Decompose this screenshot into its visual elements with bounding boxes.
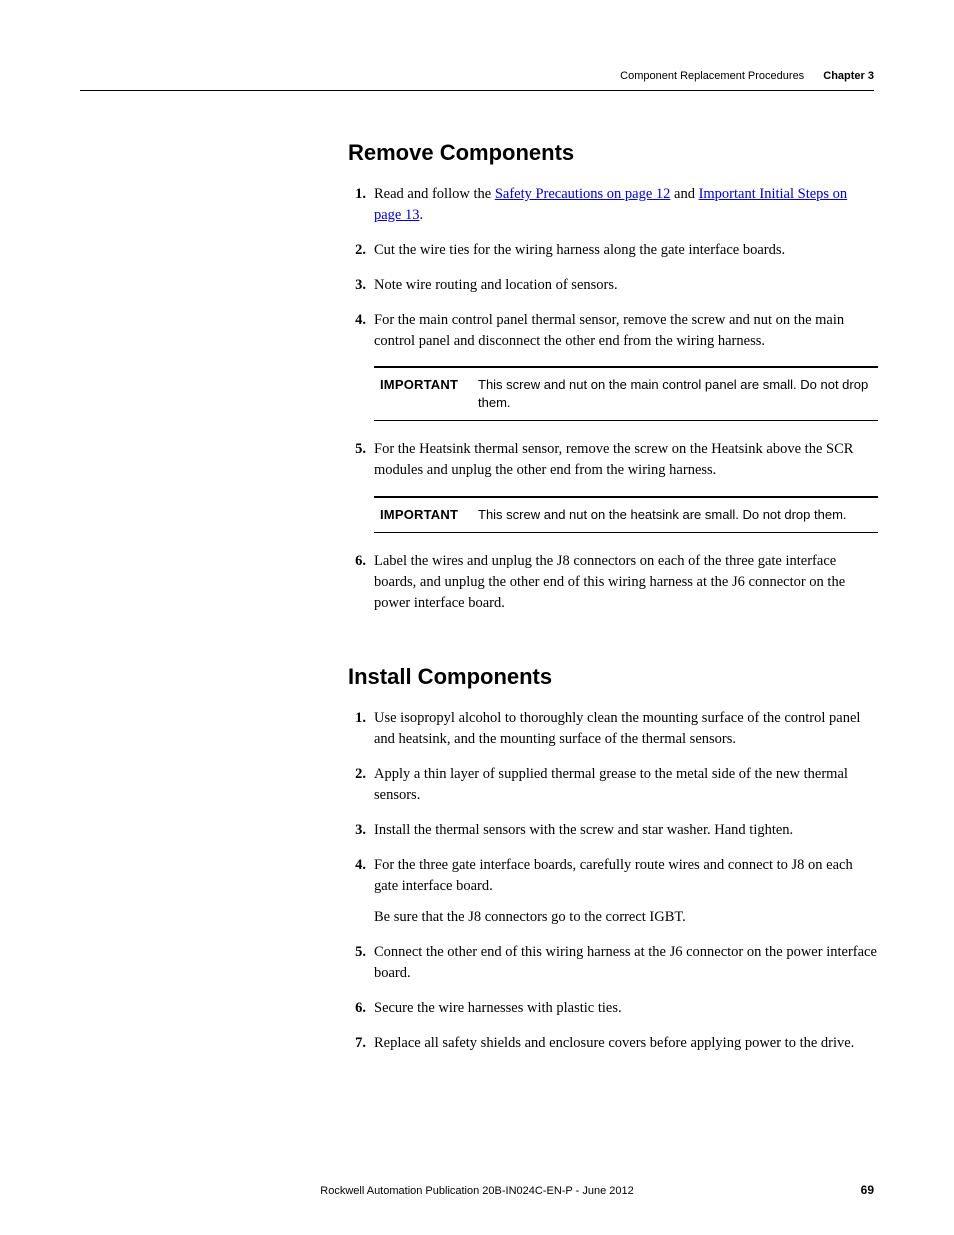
- item-number: 5.: [348, 439, 374, 481]
- list-item: 7. Replace all safety shields and enclos…: [348, 1033, 878, 1054]
- item-body: Cut the wire ties for the wiring harness…: [374, 240, 878, 261]
- list-item: 4. For the three gate interface boards, …: [348, 855, 878, 928]
- item-number: 6.: [348, 998, 374, 1019]
- text: For the three gate interface boards, car…: [374, 857, 853, 894]
- important-label: IMPORTANT: [380, 376, 470, 412]
- footer-publication: Rockwell Automation Publication 20B-IN02…: [80, 1185, 874, 1197]
- list-item: 2. Cut the wire ties for the wiring harn…: [348, 240, 878, 261]
- install-heading: Install Components: [348, 664, 878, 690]
- list-item: 3. Note wire routing and location of sen…: [348, 275, 878, 296]
- remove-list-cont: 5. For the Heatsink thermal sensor, remo…: [348, 439, 878, 481]
- list-item: 6. Label the wires and unplug the J8 con…: [348, 551, 878, 614]
- item-number: 4.: [348, 310, 374, 352]
- important-label: IMPORTANT: [380, 506, 470, 524]
- item-number: 3.: [348, 820, 374, 841]
- install-list: 1. Use isopropyl alcohol to thoroughly c…: [348, 708, 878, 1054]
- item-body: Note wire routing and location of sensor…: [374, 275, 878, 296]
- header-section: Component Replacement Procedures: [620, 70, 804, 82]
- remove-list-cont2: 6. Label the wires and unplug the J8 con…: [348, 551, 878, 614]
- item-body: Install the thermal sensors with the scr…: [374, 820, 878, 841]
- remove-list: 1. Read and follow the Safety Precaution…: [348, 184, 878, 352]
- important-callout: IMPORTANT This screw and nut on the main…: [374, 366, 878, 421]
- page-content: Remove Components 1. Read and follow the…: [348, 140, 878, 1054]
- page-number: 69: [861, 1183, 874, 1197]
- item-number: 6.: [348, 551, 374, 614]
- list-item: 5. Connect the other end of this wiring …: [348, 942, 878, 984]
- header-rule: [80, 90, 874, 91]
- text: Read and follow the: [374, 186, 495, 202]
- important-text: This screw and nut on the main control p…: [470, 376, 872, 412]
- list-item: 5. For the Heatsink thermal sensor, remo…: [348, 439, 878, 481]
- list-item: 6. Secure the wire harnesses with plasti…: [348, 998, 878, 1019]
- item-body: For the Heatsink thermal sensor, remove …: [374, 439, 878, 481]
- list-item: 1. Use isopropyl alcohol to thoroughly c…: [348, 708, 878, 750]
- item-body: Secure the wire harnesses with plastic t…: [374, 998, 878, 1019]
- item-body: For the three gate interface boards, car…: [374, 855, 878, 928]
- item-body: Label the wires and unplug the J8 connec…: [374, 551, 878, 614]
- item-number: 1.: [348, 184, 374, 226]
- remove-heading: Remove Components: [348, 140, 878, 166]
- item-body: Use isopropyl alcohol to thoroughly clea…: [374, 708, 878, 750]
- item-body: Read and follow the Safety Precautions o…: [374, 184, 878, 226]
- item-number: 5.: [348, 942, 374, 984]
- text: and: [670, 186, 698, 202]
- install-section: Install Components 1. Use isopropyl alco…: [348, 664, 878, 1054]
- sub-paragraph: Be sure that the J8 connectors go to the…: [374, 907, 878, 928]
- running-header: Component Replacement Procedures Chapter…: [620, 70, 874, 82]
- important-text: This screw and nut on the heatsink are s…: [470, 506, 872, 524]
- item-number: 4.: [348, 855, 374, 928]
- item-number: 7.: [348, 1033, 374, 1054]
- item-body: Replace all safety shields and enclosure…: [374, 1033, 878, 1054]
- item-number: 2.: [348, 764, 374, 806]
- item-number: 2.: [348, 240, 374, 261]
- item-number: 3.: [348, 275, 374, 296]
- list-item: 1. Read and follow the Safety Precaution…: [348, 184, 878, 226]
- item-body: Apply a thin layer of supplied thermal g…: [374, 764, 878, 806]
- safety-precautions-link[interactable]: Safety Precautions on page 12: [495, 186, 671, 202]
- list-item: 3. Install the thermal sensors with the …: [348, 820, 878, 841]
- important-callout: IMPORTANT This screw and nut on the heat…: [374, 496, 878, 533]
- list-item: 2. Apply a thin layer of supplied therma…: [348, 764, 878, 806]
- item-body: For the main control panel thermal senso…: [374, 310, 878, 352]
- text: .: [420, 207, 424, 223]
- list-item: 4. For the main control panel thermal se…: [348, 310, 878, 352]
- item-number: 1.: [348, 708, 374, 750]
- header-chapter: Chapter 3: [823, 70, 874, 82]
- item-body: Connect the other end of this wiring har…: [374, 942, 878, 984]
